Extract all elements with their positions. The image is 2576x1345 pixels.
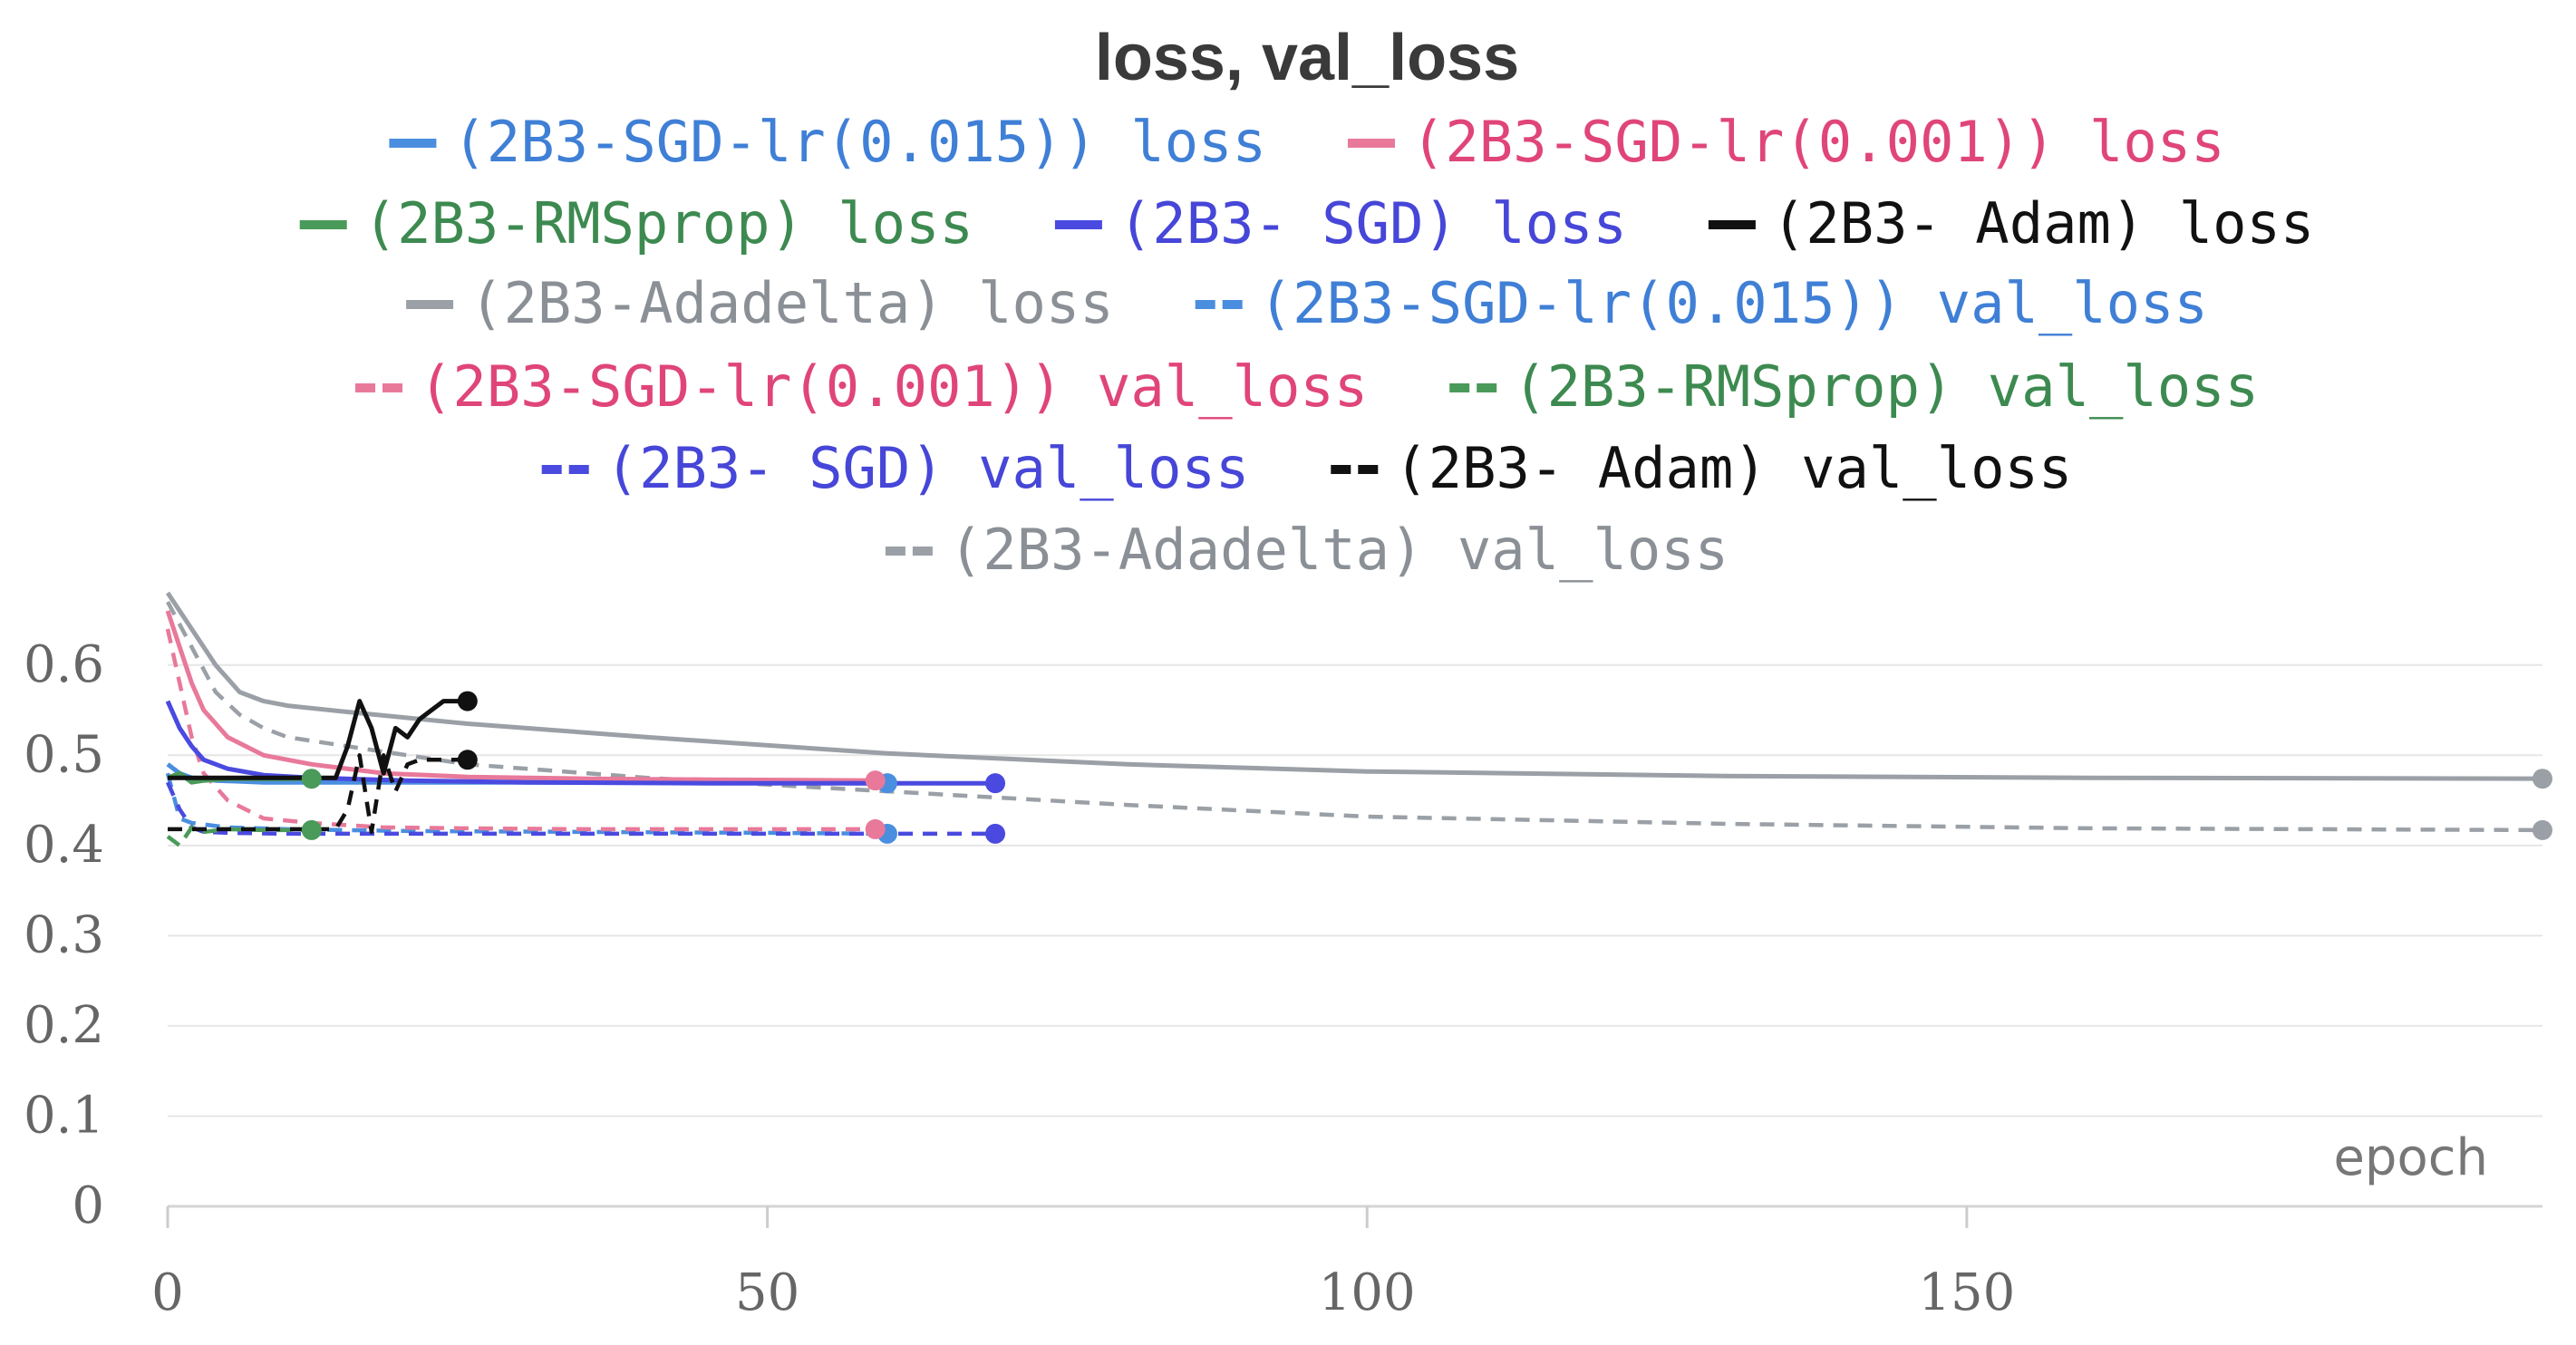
series-line [168,699,468,780]
plot-area [165,591,2543,848]
legend-label: (2B3-SGD-lr(0.001)) loss [1411,109,2225,175]
legend-item[interactable]: (2B3-RMSprop) val_loss [1449,353,2259,420]
legend-label: (2B3- SGD) loss [1119,190,1627,256]
legend-item[interactable]: (2B3-SGD-lr(0.015)) loss [389,109,1266,175]
series-endpoint[interactable] [301,769,322,789]
series-endpoint[interactable] [2532,769,2552,789]
y-tick-label: 0.1 [24,1086,104,1145]
legend-label: (2B3- Adam) val_loss [1394,435,2072,501]
x-tick-label: 100 [1319,1263,1416,1322]
y-tick-label: 0.2 [24,996,104,1055]
legend-item[interactable]: (2B3-Adadelta) val_loss [885,517,1729,583]
y-tick-label: 0.5 [24,725,104,784]
chart-title: loss, val_loss [1095,22,1519,94]
series-endpoints [301,691,2552,844]
y-tick-label: 0.4 [24,816,104,875]
legend-item[interactable]: (2B3-SGD-lr(0.015)) val_loss [1195,270,2208,336]
x-tick-label: 50 [735,1263,799,1322]
legend-label: (2B3-Adadelta) val_loss [949,517,1729,583]
legend-item[interactable]: (2B3- Adam) val_loss [1331,435,2072,501]
y-tick-label: 0 [72,1176,104,1235]
legend-label: (2B3-SGD-lr(0.015)) val_loss [1259,270,2208,336]
legend-label: (2B3-SGD-lr(0.001)) val_loss [419,353,1368,420]
series-line [165,628,876,832]
legend-item[interactable]: (2B3-Adadelta) loss [406,270,1114,336]
series-line [165,610,876,783]
legend-item[interactable]: (2B3- Adam) loss [1708,190,2314,256]
x-axis: 0 50 100 150 [151,1205,2542,1322]
series-line [168,753,468,835]
y-tick-label: 0.6 [24,635,104,694]
legend-label: (2B3-RMSprop) loss [363,190,973,256]
series-endpoint[interactable] [865,770,886,791]
legend-label: (2B3- SGD) val_loss [605,435,1250,501]
series-line [166,825,312,848]
x-axis-label: epoch [2333,1128,2488,1187]
legend-label: (2B3-SGD-lr(0.015)) loss [452,109,1266,175]
x-tick-label: 150 [1918,1263,2015,1322]
series-endpoint[interactable] [301,819,322,840]
legend-item[interactable]: (2B3-RMSprop) loss [299,190,973,256]
grid [168,663,2542,1207]
legend-item[interactable]: (2B3-SGD-lr(0.001)) val_loss [355,353,1368,420]
legend-item[interactable]: (2B3- SGD) loss [1054,190,1627,256]
series-line [165,591,2543,781]
series-endpoint[interactable] [457,691,478,711]
legend: (2B3-SGD-lr(0.015)) loss (2B3-SGD-lr(0.00… [299,109,2314,583]
x-tick-label: 0 [151,1263,184,1322]
series-endpoint[interactable] [457,750,478,770]
series-line [166,601,2543,833]
legend-label: (2B3-RMSprop) val_loss [1513,353,2259,420]
series-endpoint[interactable] [2532,819,2552,840]
legend-label: (2B3- Adam) loss [1772,190,2314,256]
legend-item[interactable]: (2B3- SGD) val_loss [541,435,1250,501]
series-endpoint[interactable] [985,773,1006,794]
legend-label: (2B3-Adadelta) loss [470,270,1114,336]
legend-item[interactable]: (2B3-SGD-lr(0.001)) loss [1348,109,2225,175]
series-line [165,700,995,786]
y-axis: 0 0.1 0.2 0.3 0.4 0.5 0.6 [24,635,104,1235]
series-endpoint[interactable] [985,823,1006,844]
y-tick-label: 0.3 [24,905,104,964]
series-endpoint[interactable] [865,818,886,839]
